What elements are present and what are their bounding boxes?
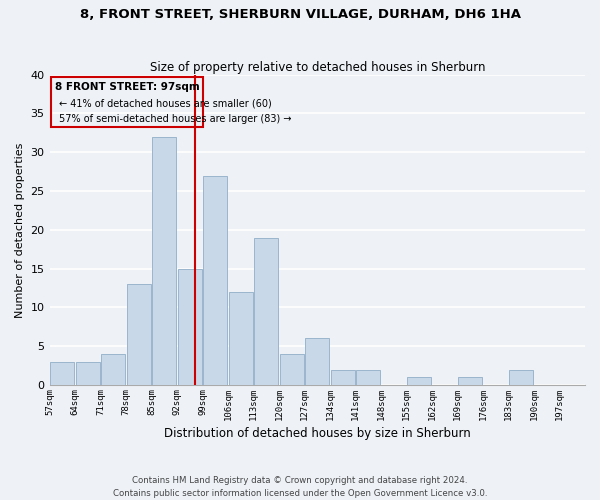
Bar	[356, 370, 380, 385]
Bar	[509, 370, 533, 385]
X-axis label: Distribution of detached houses by size in Sherburn: Distribution of detached houses by size …	[164, 427, 470, 440]
Text: 8 FRONT STREET: 97sqm: 8 FRONT STREET: 97sqm	[55, 82, 199, 92]
Title: Size of property relative to detached houses in Sherburn: Size of property relative to detached ho…	[149, 60, 485, 74]
Bar	[152, 136, 176, 385]
Y-axis label: Number of detached properties: Number of detached properties	[15, 142, 25, 318]
Bar	[458, 378, 482, 385]
Bar	[331, 370, 355, 385]
Text: 8, FRONT STREET, SHERBURN VILLAGE, DURHAM, DH6 1HA: 8, FRONT STREET, SHERBURN VILLAGE, DURHA…	[79, 8, 521, 20]
Text: 57% of semi-detached houses are larger (83) →: 57% of semi-detached houses are larger (…	[59, 114, 291, 124]
Bar	[280, 354, 304, 385]
Text: ← 41% of detached houses are smaller (60): ← 41% of detached houses are smaller (60…	[59, 98, 271, 108]
Bar	[229, 292, 253, 385]
Bar	[50, 362, 74, 385]
Text: Contains HM Land Registry data © Crown copyright and database right 2024.
Contai: Contains HM Land Registry data © Crown c…	[113, 476, 487, 498]
Bar	[101, 354, 125, 385]
Bar	[76, 362, 100, 385]
Bar	[305, 338, 329, 385]
Bar	[254, 238, 278, 385]
Bar	[203, 176, 227, 385]
Bar	[178, 268, 202, 385]
Bar	[127, 284, 151, 385]
Bar	[407, 378, 431, 385]
